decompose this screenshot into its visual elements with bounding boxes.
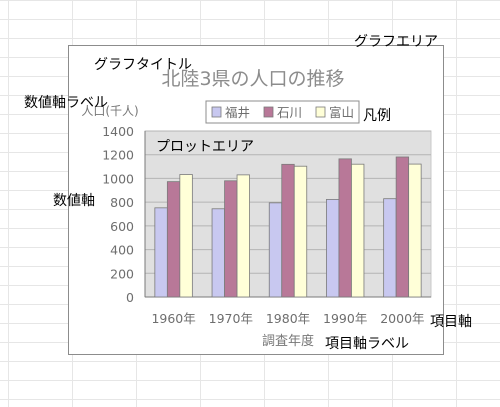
- bar-石川-1980年[interactable]: [281, 163, 295, 298]
- annotation-category-axis: 項目軸: [430, 314, 472, 330]
- bar-富山-1990年[interactable]: [351, 163, 365, 298]
- bar-石川-2000年[interactable]: [395, 156, 410, 298]
- annotation-category-axis-label: 項目軸ラベル: [325, 336, 409, 352]
- annotation-chart-area: グラフエリア: [354, 34, 438, 50]
- y-tick-label: 600: [110, 219, 134, 234]
- x-tick-label: 2000年: [380, 311, 424, 326]
- y-tick-label: 0: [126, 290, 134, 305]
- x-tick-label: 1960年: [151, 311, 195, 326]
- legend-swatch: [263, 106, 274, 118]
- x-tick-label: 1990年: [323, 311, 367, 326]
- legend-swatch: [315, 106, 326, 118]
- bar-福井-1960年[interactable]: [154, 207, 168, 298]
- annotation-chart-title: グラフタイトル: [94, 57, 192, 73]
- legend[interactable]: 福井 石川 富山: [205, 100, 360, 124]
- y-tick-label: 800: [110, 195, 134, 210]
- y-tick-label: 1400: [102, 124, 134, 139]
- legend-label: 富山: [329, 105, 354, 120]
- bar-福井-1990年[interactable]: [326, 199, 340, 298]
- bar-福井-1980年[interactable]: [268, 202, 283, 298]
- y-axis-label: 人口(千人): [81, 104, 138, 118]
- bars: [154, 156, 422, 298]
- annotation-value-axis: 数値軸: [53, 193, 95, 209]
- bar-石川-1960年[interactable]: [166, 181, 181, 298]
- y-tick-label: 1200: [102, 148, 134, 163]
- bar-石川-1970年[interactable]: [224, 180, 238, 298]
- x-axis-label: 調査年度: [262, 333, 314, 349]
- bar-富山-2000年[interactable]: [408, 163, 422, 298]
- chart-title: 北陸3県の人口の推移: [161, 68, 344, 90]
- bar-富山-1960年[interactable]: [179, 174, 193, 298]
- bar-石川-1990年[interactable]: [338, 158, 352, 298]
- y-tick-label: 400: [110, 243, 134, 258]
- annotation-plot-area: プロットエリア: [156, 139, 254, 155]
- bar-富山-1970年[interactable]: [236, 174, 250, 298]
- bar-福井-1970年[interactable]: [211, 208, 225, 298]
- annotation-value-axis-label: 数値軸ラベル: [24, 95, 108, 111]
- bar-富山-1980年[interactable]: [293, 165, 308, 298]
- x-ticks: 1960年 1970年 1980年 1990年 2000年: [151, 311, 424, 326]
- y-ticks: 0 200 400 600 800 1000 1200 1400: [102, 124, 134, 305]
- y-tick-label: 1000: [102, 171, 134, 186]
- legend-label: 福井: [225, 105, 250, 120]
- annotation-legend: 凡例: [363, 108, 391, 124]
- x-tick-label: 1970年: [209, 311, 253, 326]
- x-tick-label: 1980年: [266, 311, 310, 326]
- legend-label: 石川: [277, 105, 302, 120]
- legend-swatch: [211, 106, 222, 118]
- y-tick-label: 200: [110, 266, 134, 281]
- legend-box: [205, 100, 360, 124]
- bar-福井-2000年[interactable]: [383, 198, 397, 298]
